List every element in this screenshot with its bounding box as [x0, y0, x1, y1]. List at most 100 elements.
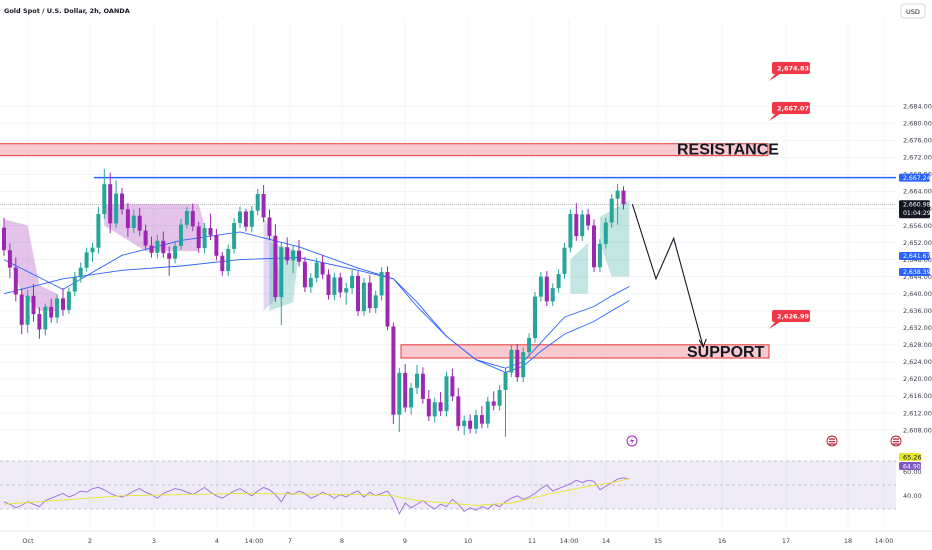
candle-body[interactable]: [120, 193, 124, 210]
candle-body[interactable]: [450, 376, 455, 397]
currency-button[interactable]: USD: [900, 3, 926, 19]
candle-body[interactable]: [184, 211, 189, 225]
candle-body[interactable]: [580, 214, 585, 237]
candle-body[interactable]: [137, 215, 142, 231]
candle-body[interactable]: [131, 215, 136, 229]
candle-body[interactable]: [367, 282, 372, 309]
candle-body[interactable]: [586, 214, 591, 226]
projection-path[interactable]: [631, 204, 704, 348]
candle-body[interactable]: [72, 277, 77, 292]
candle-body[interactable]: [90, 247, 95, 253]
us-flag-event-icon[interactable]: [890, 435, 902, 447]
candle-body[interactable]: [249, 210, 254, 227]
candle-body[interactable]: [161, 240, 166, 254]
candle-body[interactable]: [562, 247, 567, 275]
candle-body[interactable]: [114, 193, 119, 224]
candle-body[interactable]: [49, 306, 54, 318]
candle-body[interactable]: [84, 252, 89, 268]
candle-body[interactable]: [155, 240, 160, 253]
candle-body[interactable]: [468, 420, 473, 429]
candle-body[interactable]: [291, 250, 296, 261]
candle-body[interactable]: [432, 402, 437, 417]
candle-body[interactable]: [515, 349, 520, 378]
candle-body[interactable]: [297, 250, 301, 262]
candle-body[interactable]: [214, 235, 219, 256]
candle-body[interactable]: [409, 387, 414, 408]
candle-body[interactable]: [356, 275, 360, 312]
candle-body[interactable]: [2, 227, 6, 251]
candle-body[interactable]: [332, 277, 337, 295]
candle-body[interactable]: [108, 184, 113, 224]
time-axis[interactable]: Oct 2 3 4 14:00 7 8 9 10 11 14:00 14 15 16 17 18 14:00: [0, 530, 932, 545]
candle-body[interactable]: [521, 352, 526, 378]
candle-body[interactable]: [550, 288, 555, 302]
candle-body[interactable]: [55, 298, 60, 318]
candle-body[interactable]: [302, 261, 307, 288]
lightning-event-icon[interactable]: [626, 435, 638, 447]
candle-body[interactable]: [202, 228, 207, 249]
candle-body[interactable]: [474, 415, 478, 429]
candle-body[interactable]: [338, 277, 343, 293]
candle-body[interactable]: [415, 373, 419, 388]
candle-body[interactable]: [179, 224, 183, 246]
candle-body[interactable]: [190, 211, 195, 227]
candle-body[interactable]: [273, 235, 278, 298]
resistance-zone[interactable]: [0, 143, 769, 157]
candle-body[interactable]: [143, 230, 148, 246]
candle-body[interactable]: [208, 228, 213, 236]
candle-body[interactable]: [167, 253, 172, 259]
candle-body[interactable]: [267, 217, 272, 236]
candle-body[interactable]: [621, 190, 626, 205]
candle-body[interactable]: [226, 248, 231, 272]
candle-body[interactable]: [426, 398, 431, 417]
us-flag-event-icon[interactable]: [826, 435, 838, 447]
candle-body[interactable]: [19, 294, 24, 325]
candle-body[interactable]: [379, 271, 384, 296]
candle-body[interactable]: [326, 274, 331, 295]
candle-body[interactable]: [403, 372, 408, 408]
candle-body[interactable]: [320, 262, 325, 275]
candle-body[interactable]: [444, 376, 449, 412]
candle-body[interactable]: [592, 225, 596, 268]
candle-body[interactable]: [314, 262, 319, 278]
candle-body[interactable]: [102, 184, 107, 215]
candle-body[interactable]: [243, 211, 248, 227]
candle-body[interactable]: [615, 190, 620, 199]
candle-body[interactable]: [149, 245, 154, 253]
candle-body[interactable]: [261, 193, 266, 218]
candle-body[interactable]: [61, 298, 65, 310]
candle-body[interactable]: [350, 275, 355, 289]
candle-body[interactable]: [397, 372, 402, 415]
candle-body[interactable]: [7, 250, 12, 268]
candle-body[interactable]: [544, 276, 549, 302]
candle-body[interactable]: [25, 295, 30, 325]
candle-body[interactable]: [31, 295, 36, 315]
candle-body[interactable]: [538, 276, 543, 297]
candle-body[interactable]: [574, 214, 579, 237]
candle-body[interactable]: [527, 337, 532, 353]
candle-body[interactable]: [391, 326, 396, 415]
candle-body[interactable]: [78, 267, 83, 278]
candle-body[interactable]: [385, 271, 390, 327]
support-zone[interactable]: [400, 344, 770, 359]
candle-body[interactable]: [173, 245, 178, 259]
candle-body[interactable]: [491, 401, 496, 406]
candle-body[interactable]: [456, 396, 461, 427]
candle-body[interactable]: [125, 209, 130, 229]
candle-body[interactable]: [255, 193, 260, 211]
candle-body[interactable]: [497, 389, 502, 406]
candle-body[interactable]: [238, 211, 242, 223]
candle-body[interactable]: [556, 274, 561, 289]
candle-body[interactable]: [196, 226, 201, 249]
candle-body[interactable]: [485, 401, 490, 424]
candle-body[interactable]: [462, 420, 467, 427]
candle-body[interactable]: [43, 306, 48, 330]
candle-body[interactable]: [361, 282, 366, 312]
candle-body[interactable]: [373, 295, 378, 309]
candle-body[interactable]: [96, 214, 101, 248]
candle-body[interactable]: [13, 267, 18, 295]
candle-body[interactable]: [344, 288, 349, 293]
candle-body[interactable]: [285, 247, 290, 261]
candle-body[interactable]: [503, 372, 508, 390]
